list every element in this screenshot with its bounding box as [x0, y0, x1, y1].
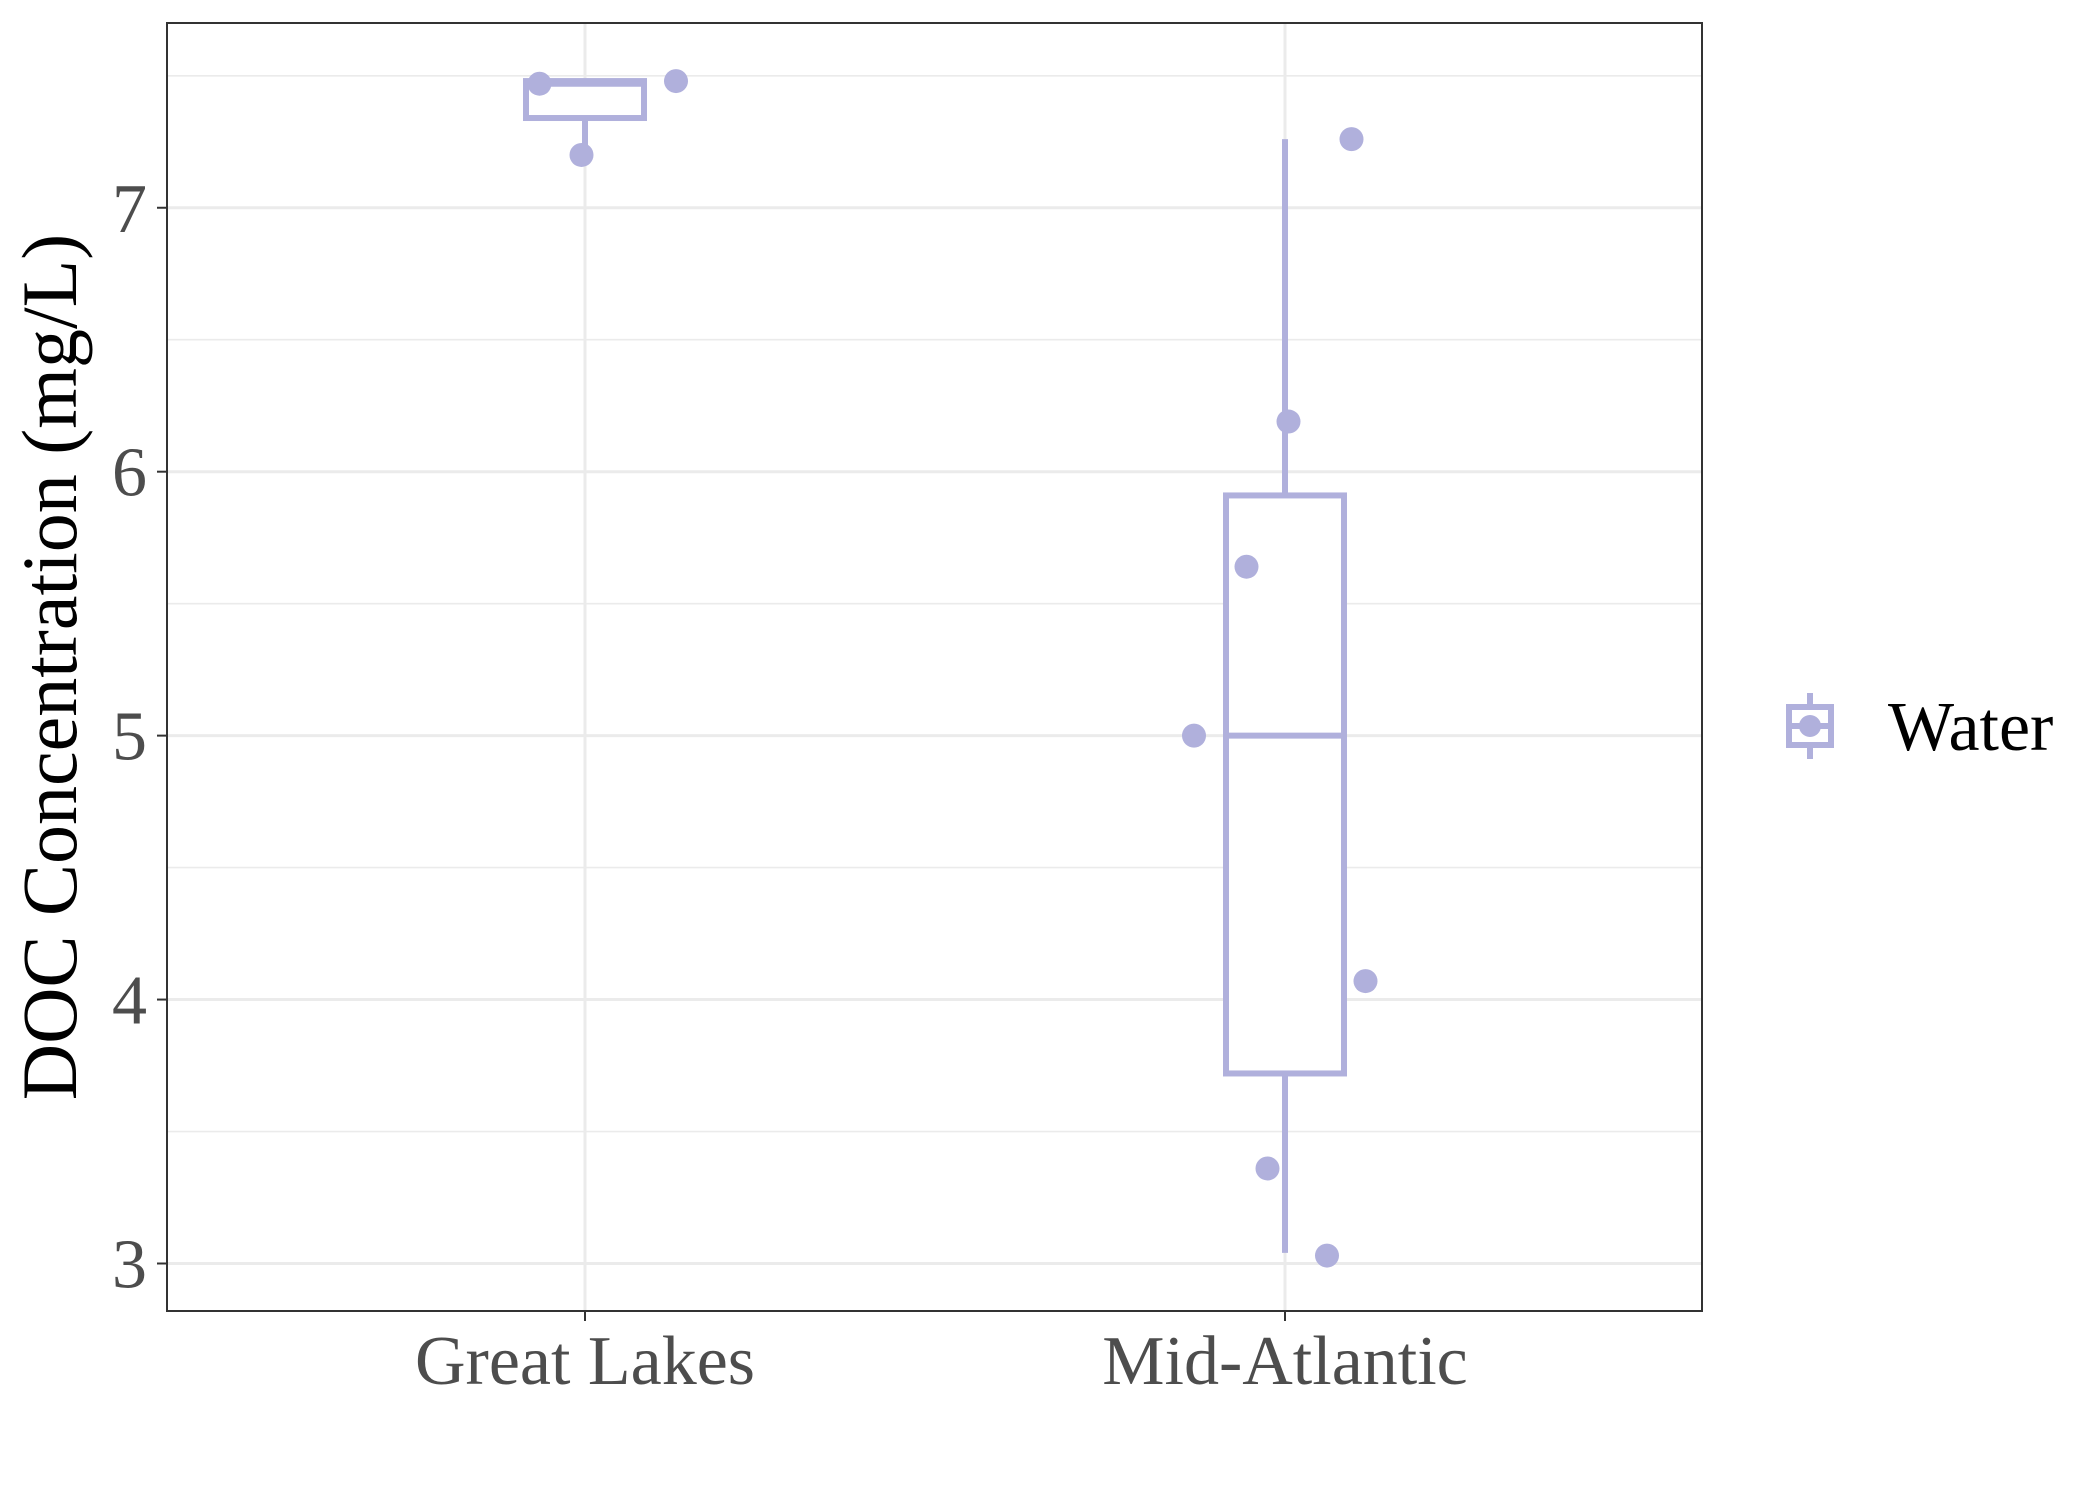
plot-panel-border: [166, 22, 1703, 1312]
y-tick-label: 5: [112, 699, 147, 776]
axes: 3 4 5 6 7 Great Lakes Mid-Atlantic: [112, 171, 1468, 1400]
y-axis-title: DOC Concentration (mg/L): [6, 234, 93, 1101]
data-point: [1234, 554, 1259, 579]
data-point: [1276, 409, 1301, 434]
box-iqr: [1223, 492, 1347, 1077]
legend-item: Water: [1786, 689, 2053, 766]
box-mid-atlantic: [1223, 139, 1347, 1253]
legend: Water: [1786, 689, 2053, 766]
data-point: [1353, 969, 1378, 994]
y-tick-label: 7: [112, 171, 147, 248]
data-point: [569, 142, 594, 167]
plot-panel-background: [167, 23, 1702, 1311]
data-point: [1255, 1156, 1280, 1181]
y-tick-label: 4: [112, 963, 147, 1040]
data-point: [1182, 723, 1206, 748]
data-point: [527, 71, 552, 96]
data-point: [664, 69, 688, 94]
x-tick-label: Mid-Atlantic: [1102, 1323, 1467, 1400]
data-point: [1339, 127, 1364, 152]
boxes: [523, 78, 1347, 1253]
y-tick-label: 6: [112, 435, 147, 512]
data-points: [527, 69, 1378, 1268]
data-point: [1315, 1243, 1339, 1268]
x-tick-label: Great Lakes: [415, 1323, 755, 1400]
y-tick-label: 3: [112, 1226, 147, 1303]
legend-key-point: [1799, 715, 1821, 737]
legend-label: Water: [1888, 689, 2053, 766]
